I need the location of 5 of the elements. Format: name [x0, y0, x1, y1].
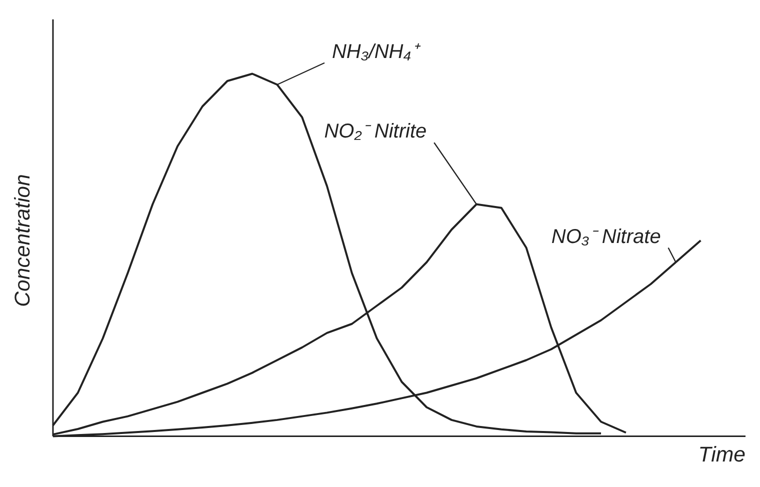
x-axis-title: Time — [698, 442, 746, 466]
text: NH₃/NH₄⁺ — [332, 40, 422, 63]
text: NO₂⁻ Nitrite — [324, 120, 427, 143]
y-axis-title: Concentration — [10, 174, 34, 307]
series-label: NO₃⁻ Nitrate — [551, 226, 661, 248]
